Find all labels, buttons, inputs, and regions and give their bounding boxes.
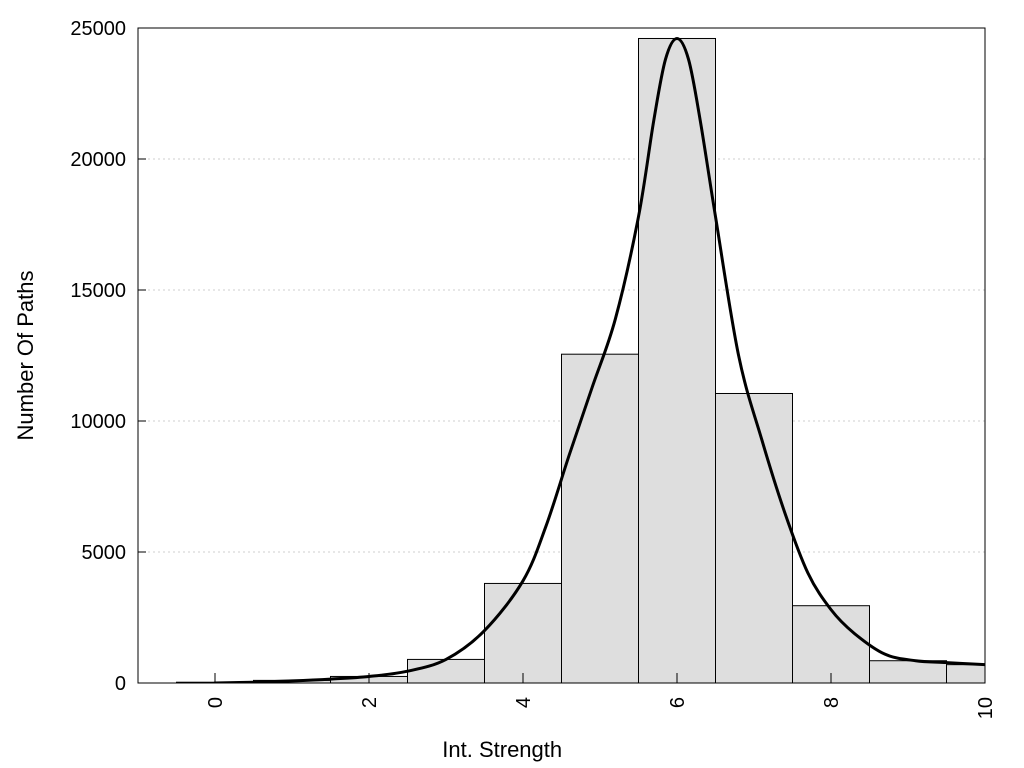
y-tick-label: 25000 (70, 18, 126, 40)
x-tick-label: 10 (975, 697, 997, 719)
x-tick-label: 0 (205, 697, 227, 708)
histogram-bar (484, 582, 562, 683)
distribution-curve (213, 36, 985, 683)
plot-frame (137, 27, 986, 684)
y-tick-label: 15000 (70, 280, 126, 302)
x-tick-label: 6 (667, 697, 689, 708)
histogram-bar (792, 605, 870, 683)
histogram-bar (561, 353, 639, 683)
y-tick-label: 20000 (70, 149, 126, 171)
x-tick-label: 8 (821, 697, 843, 708)
histogram-bar (638, 37, 716, 683)
x-tick-label: 4 (513, 697, 535, 708)
x-tick-label: 2 (359, 697, 381, 708)
grid-lines (138, 158, 985, 553)
y-tick-label: 0 (115, 673, 126, 695)
x-axis-title: Int. Strength (442, 737, 562, 762)
y-axis-ticks: 0 5000 10000 15000 20000 25000 (70, 18, 146, 695)
histogram-bar (946, 664, 985, 683)
y-tick-label: 5000 (82, 542, 127, 564)
fit-curve-layer (213, 36, 985, 683)
y-axis-title: Number Of Paths (13, 271, 38, 441)
y-tick-label: 10000 (70, 411, 126, 433)
x-axis-ticks: 0 2 4 6 8 10 (205, 673, 997, 719)
histogram-bar (715, 392, 793, 683)
histogram-bars (176, 37, 985, 683)
histogram-bar (869, 660, 947, 683)
histogram-bar (407, 658, 485, 683)
